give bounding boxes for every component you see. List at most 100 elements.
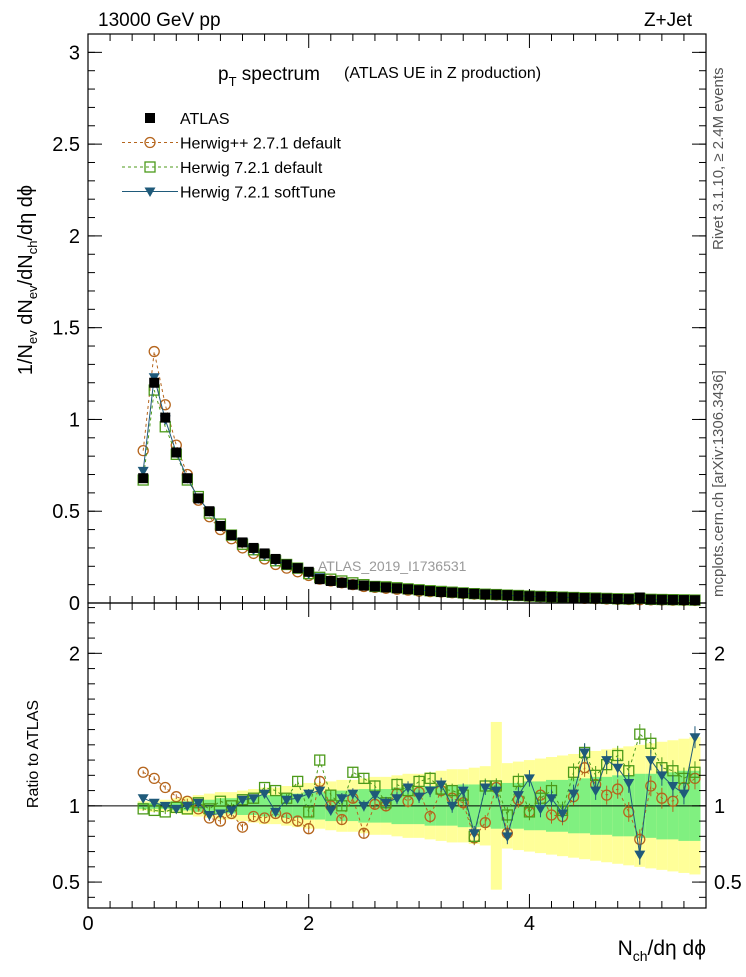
legend-label: Herwig++ 2.7.1 default: [180, 136, 342, 153]
ratio-point: [667, 782, 679, 792]
ratio-point: [468, 829, 480, 839]
ratio-point: [523, 806, 536, 818]
main-ytick-label: 0: [69, 593, 80, 615]
ratio-point: [678, 789, 690, 800]
ratio-point: [568, 789, 580, 800]
ratio-point: [303, 806, 315, 818]
ratio-point: [413, 775, 425, 788]
main-point: [193, 493, 204, 504]
ratio-point: [534, 804, 546, 815]
main-point: [535, 591, 546, 602]
main-point: [480, 589, 491, 600]
main-point: [314, 574, 325, 585]
ratio-point: [214, 795, 227, 807]
ratio-point: [689, 733, 701, 743]
ratio-point: [170, 791, 182, 803]
ratio-ytick-label-left: 0.5: [52, 872, 80, 894]
main-point: [414, 585, 425, 596]
ratio-point: [623, 778, 635, 789]
legend-marker: [144, 136, 156, 149]
ratio-point: [137, 766, 149, 778]
ratio-point: [567, 766, 580, 778]
main-point: [182, 473, 193, 484]
ratio-point: [325, 806, 337, 816]
xtick-label: 2: [303, 913, 314, 935]
ratio-point: [391, 794, 403, 804]
ratio-point: [214, 809, 226, 819]
main-point: [325, 575, 336, 586]
ratio-point: [645, 737, 657, 749]
legend-label: Herwig 7.2.1 default: [180, 160, 323, 177]
main-point: [292, 563, 303, 574]
ratio-ytick-label-left: 2: [69, 643, 80, 665]
ratio-point: [634, 850, 646, 861]
ratio-point: [424, 772, 436, 785]
main-point: [358, 580, 369, 591]
mcplots-label: mcplots.cern.ch [arXiv:1306.3436]: [710, 370, 727, 597]
main-point: [369, 581, 380, 592]
main-point: [137, 445, 149, 457]
ratio-point: [303, 789, 315, 800]
ratio-point: [512, 791, 524, 801]
ratio-point: [148, 772, 160, 785]
main-point: [447, 587, 458, 598]
header-process: Z+Jet: [644, 10, 693, 31]
ratio-point: [280, 812, 293, 824]
ratio-point: [479, 816, 491, 829]
title-rest: spectrum: [237, 64, 320, 85]
title-p: p: [218, 64, 229, 85]
main-point: [159, 399, 171, 411]
main-point: [171, 447, 182, 458]
ratio-point: [424, 810, 436, 823]
ratio-point: [391, 778, 403, 791]
main-point: [458, 588, 469, 599]
ratio-point: [634, 728, 646, 740]
ratio-point: [612, 783, 624, 795]
ratio-point: [314, 786, 326, 797]
ratio-point: [380, 798, 392, 809]
main-point: [259, 548, 270, 559]
ratio-point: [237, 795, 248, 806]
ratio-point: [358, 772, 370, 785]
main-point: [160, 412, 171, 423]
main-panel: 0 0.5 1 1.5 2 2.5 3: [52, 33, 707, 615]
main-point: [204, 506, 215, 517]
main-ytick-label: 2.5: [52, 134, 80, 156]
main-ytick-label: 1.5: [52, 318, 80, 340]
main-point: [667, 594, 678, 605]
ratio-point: [645, 780, 657, 792]
main-point: [469, 588, 480, 599]
ratio-point: [269, 784, 282, 797]
main-point: [138, 473, 149, 484]
main-ylabel: 1/Nev dNev/dNch/dη dϕ: [15, 185, 40, 375]
ratio-point: [159, 781, 171, 794]
ratio-point: [247, 810, 260, 823]
main-point: [215, 520, 226, 531]
ratio-point: [236, 821, 249, 833]
ratio-point: [601, 789, 613, 801]
main-point: [148, 345, 160, 358]
xlabel: Nch/dη dϕ: [618, 937, 706, 964]
title-subscript: T: [229, 74, 237, 89]
main-point: [425, 586, 436, 597]
main-ytick-label: 2: [69, 226, 80, 248]
ratio-point: [325, 789, 337, 801]
ratio-point: [446, 801, 458, 812]
ratio-point: [225, 806, 237, 816]
main-point: [248, 542, 259, 553]
main-point: [513, 590, 524, 601]
legend-marker: [145, 113, 155, 123]
ratio-point: [546, 794, 557, 804]
ratio-point: [656, 771, 668, 781]
main-point: [436, 586, 447, 597]
ratio-ylabel: Ratio to ATLAS: [25, 700, 42, 808]
ratio-point: [689, 766, 701, 778]
legend-label: Herwig 7.2.1 softTune: [180, 185, 336, 202]
ratio-ytick-label-right: 0.5: [714, 872, 742, 894]
main-point: [336, 577, 347, 588]
main-point: [237, 537, 248, 548]
ratio-point: [656, 792, 668, 804]
main-point: [645, 594, 656, 605]
ratio-point: [479, 783, 491, 794]
